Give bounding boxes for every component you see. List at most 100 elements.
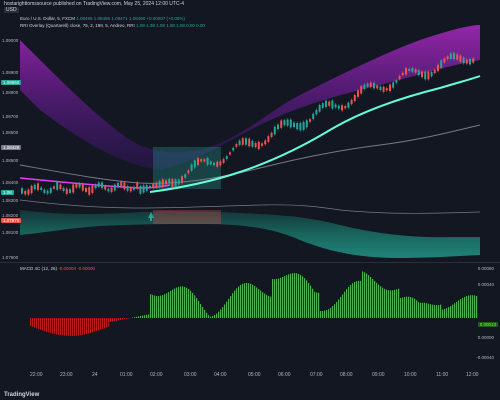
candle [350,98,353,106]
macd-bar [306,280,308,318]
price-label: 1.08800 [2,90,19,95]
candle-body [363,84,366,90]
candle-body [225,156,228,159]
time-label: 02:00 [150,372,163,378]
candle-body [203,159,206,162]
macd-bar [440,304,442,318]
macd-bar [54,318,56,335]
macd-bar [346,289,348,318]
tradingview-logo[interactable]: TradingView [4,392,39,398]
candle [437,63,439,73]
macd-bar [282,277,284,318]
candle-body [264,140,267,145]
candle [289,118,292,129]
candle-body [145,185,148,191]
time-label: 09:00 [372,372,385,378]
macd-bar [114,318,116,322]
candle-body [449,53,452,60]
macd-bar [286,275,288,318]
indicator-legend[interactable]: RRI Overlay (Quartarell) close, 75, 2, 1… [20,23,205,28]
candle [21,186,23,196]
macd-bar [122,318,124,320]
macd-bar [398,288,400,318]
candle [273,125,276,136]
candle-body [325,100,327,108]
macd-bar [260,290,262,318]
macd-bar [360,280,362,318]
candle-body [155,182,158,188]
macd-bar [352,283,354,318]
macd-bar [366,273,368,318]
candle-body [261,143,263,146]
macd-bar [400,298,402,318]
pane-divider[interactable] [0,262,500,263]
candle [398,74,401,81]
macd-bar [42,318,44,331]
long-position-stop[interactable] [153,210,221,224]
macd-bar [284,276,286,318]
macd-bar [340,296,342,318]
candle [376,83,379,90]
macd-bar [474,295,476,318]
macd-bar [390,290,392,318]
macd-bar [70,318,72,336]
macd-bar [56,318,58,335]
macd-bar [190,290,192,318]
macd-bar [304,278,306,318]
left-price-scale[interactable]: 1.09000 1.08900 1.08800 1.08700 1.08600 … [0,30,22,266]
candle [120,180,123,189]
macd-bar [276,278,278,318]
macd-bar [392,290,394,318]
candle-body [113,184,116,191]
long-position-target[interactable] [153,147,221,189]
candle-body [302,121,305,130]
macd-bar [408,296,410,318]
candle-body [398,75,401,80]
logo-text: TradingView [4,392,40,398]
macd-bar [402,297,404,318]
candle [248,137,251,148]
candle [107,187,110,193]
candle [56,180,59,192]
candle [43,188,46,195]
candle [449,51,452,61]
symbol-legend[interactable]: Euro / U.S. Dollar, 5, FXCM 1.08495 1.08… [20,16,185,21]
candle-body [382,86,385,92]
time-label: 08:00 [340,372,353,378]
candle [235,142,238,149]
macd-bar [302,276,304,318]
candle [296,121,299,131]
buy-signal-arrow-icon [148,212,154,218]
macd-bar [120,318,122,320]
macd-bar [438,305,440,318]
candle-body [366,83,369,87]
candle-body [257,141,260,150]
candle [72,183,75,194]
macd-bar [450,305,452,318]
macd-bar [322,310,324,318]
macd-bar [178,286,180,318]
candle-body [443,58,446,63]
time-label: 24 [92,372,98,378]
macd-legend[interactable]: MACD 4C (12, 26) -0.00004 -0.00000 [20,266,95,271]
candle-body [40,187,43,190]
macd-bar [370,276,372,318]
candle [318,103,321,114]
macd-bar [320,310,322,318]
candle [299,121,302,132]
candle [69,187,71,195]
candle-body [446,56,449,60]
macd-bar [330,307,332,318]
candle [379,85,382,92]
candle-body [289,119,292,128]
time-axis[interactable]: 22:00 23:00 24 01:00 02:00 03:00 04:00 0… [0,370,500,382]
candle [139,184,142,196]
macd-bar [52,318,54,334]
macd-bar [186,287,188,318]
candle [453,51,455,61]
fast-moving-average [149,75,481,193]
macd-bar [188,289,190,318]
macd-bar [84,318,86,335]
candle-body [197,157,199,165]
